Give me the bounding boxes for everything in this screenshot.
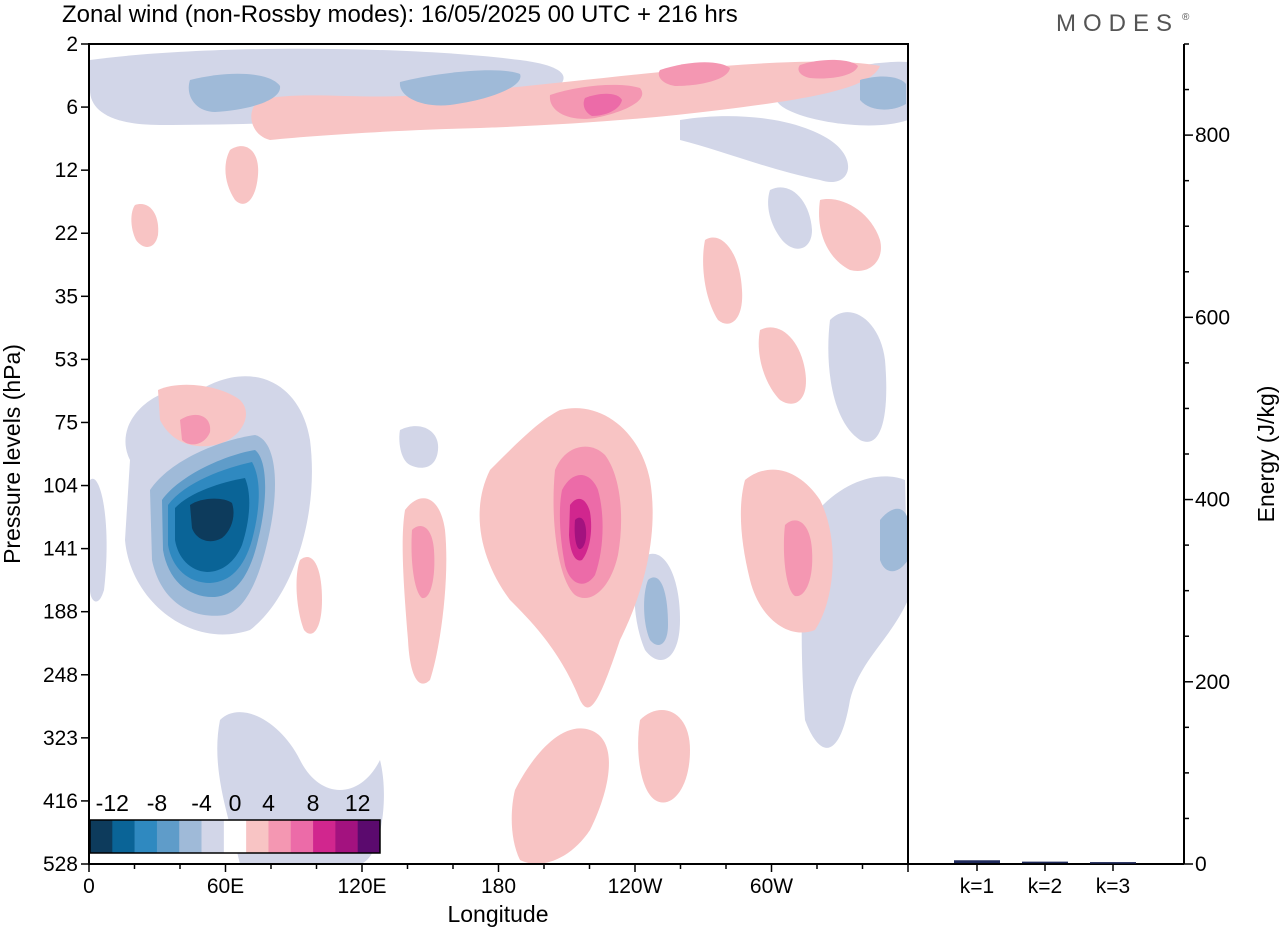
- energy-bar: [1090, 862, 1136, 864]
- energy-y-tick-label: 200: [1195, 671, 1230, 694]
- contour-band: [860, 76, 906, 110]
- colorbar-swatch: [268, 820, 292, 853]
- colorbar-swatch: [179, 820, 202, 853]
- contour-band: [411, 526, 435, 599]
- y-tick-label: 53: [55, 348, 78, 371]
- contour-band: [680, 116, 849, 182]
- heatmap-panel: [88, 43, 909, 865]
- energy-y-tick-label: 600: [1195, 306, 1230, 329]
- energy-panel: k=1 k=2 k=3 0 200 400 600 800 Energy (J/kg): [907, 43, 1279, 898]
- contour-band: [188, 73, 281, 112]
- contour-band: [583, 93, 622, 116]
- y-tick-label: 416: [43, 790, 78, 813]
- colorbar-label: 4: [262, 790, 275, 816]
- colorbar-swatch: [357, 820, 381, 853]
- modes-logo: MODES: [1056, 10, 1179, 37]
- y-tick-label: 22: [55, 222, 78, 245]
- modes-logo-mark: ®: [1182, 12, 1190, 23]
- energy-x-tick-label: k=1: [960, 875, 994, 898]
- contour-band: [190, 498, 234, 542]
- y-tick-label: 248: [43, 664, 78, 687]
- colorbar-swatch: [201, 820, 225, 853]
- energy-x-axis: k=1 k=2 k=3: [960, 864, 1130, 898]
- colorbar-swatch: [134, 820, 158, 853]
- contour-band: [644, 577, 668, 645]
- contour-band: [703, 237, 743, 324]
- x-tick-label: 120W: [608, 875, 663, 898]
- colorbar-legend: -12 -8 -4 0 4 8 12: [89, 790, 381, 854]
- contour-band: [768, 187, 812, 249]
- x-tick-label: 0: [83, 875, 95, 898]
- colorbar-label: 12: [345, 790, 371, 816]
- x-tick-label: 60E: [207, 875, 244, 898]
- y-tick-label: 323: [43, 727, 78, 750]
- contour-band: [758, 327, 806, 404]
- contour-band: [225, 146, 259, 204]
- contour-band: [399, 70, 521, 106]
- y-tick-label: 528: [43, 853, 78, 876]
- energy-y-tick-label: 400: [1195, 489, 1230, 512]
- colorbar-swatch: [335, 820, 358, 853]
- y-tick-label: 35: [55, 285, 78, 308]
- x-axis-longitude: 0 60E 120E 180 120W 60W: [83, 864, 909, 898]
- contour-band: [90, 478, 107, 602]
- colorbar-swatch: [223, 820, 247, 853]
- contour-band: [296, 556, 322, 634]
- y-tick-label: 75: [55, 411, 78, 434]
- colorbar-swatch: [112, 820, 135, 853]
- colorbar-swatch: [290, 820, 314, 853]
- colorbar-swatch: [90, 820, 113, 853]
- colorbar-swatch: [313, 820, 336, 853]
- energy-y-axis: 0 200 400 600 800: [1184, 43, 1230, 876]
- y-tick-label: 141: [43, 538, 78, 561]
- contour-band: [131, 204, 159, 247]
- colorbar-label: 0: [229, 790, 242, 816]
- x-tick-label: 180: [481, 875, 516, 898]
- contour-band: [399, 426, 439, 468]
- contour-band: [783, 520, 813, 597]
- contour-band: [880, 508, 908, 572]
- colorbar-swatch: [156, 820, 180, 853]
- contour-band: [658, 62, 730, 86]
- contour-band: [158, 384, 246, 447]
- y-tick-label: 104: [43, 475, 78, 498]
- y-axis-label: Pressure levels (hPa): [0, 344, 25, 564]
- colorbar-label: -4: [191, 790, 212, 816]
- colorbar-label: 8: [307, 790, 320, 816]
- contour-band: [574, 517, 587, 550]
- y-tick-label: 188: [43, 601, 78, 624]
- energy-bars: [954, 860, 1136, 864]
- contour-band: [828, 312, 887, 442]
- colorbar-label: -12: [96, 790, 129, 816]
- heatmap-field: [90, 48, 908, 864]
- contour-band: [798, 59, 858, 79]
- energy-bar: [1022, 861, 1068, 864]
- y-tick-label: 12: [55, 159, 78, 182]
- energy-y-tick-label: 800: [1195, 124, 1230, 147]
- x-axis-label: Longitude: [447, 901, 548, 927]
- x-tick-label: 120E: [337, 875, 386, 898]
- x-tick-label: 60W: [750, 875, 793, 898]
- energy-x-tick-label: k=2: [1028, 875, 1062, 898]
- y-tick-label: 6: [66, 96, 78, 119]
- colorbar-swatch: [246, 820, 269, 853]
- contour-band: [180, 414, 211, 445]
- energy-y-tick-label: 0: [1195, 853, 1207, 876]
- colorbar-frame: [89, 819, 381, 854]
- chart-title: Zonal wind (non-Rossby modes): 16/05/202…: [62, 1, 738, 28]
- contour-band: [511, 728, 609, 864]
- contour-band: [819, 199, 881, 271]
- y-axis-pressure: 2 6 12 22 35 53 75 104 141 188 248 323 416 528: [43, 33, 89, 876]
- y-tick-label: 2: [66, 33, 78, 56]
- energy-bar: [954, 860, 1000, 863]
- energy-axis-label: Energy (J/kg): [1253, 386, 1279, 523]
- energy-x-tick-label: k=3: [1096, 875, 1130, 898]
- colorbar-label: -8: [147, 790, 167, 816]
- contour-band: [638, 710, 690, 803]
